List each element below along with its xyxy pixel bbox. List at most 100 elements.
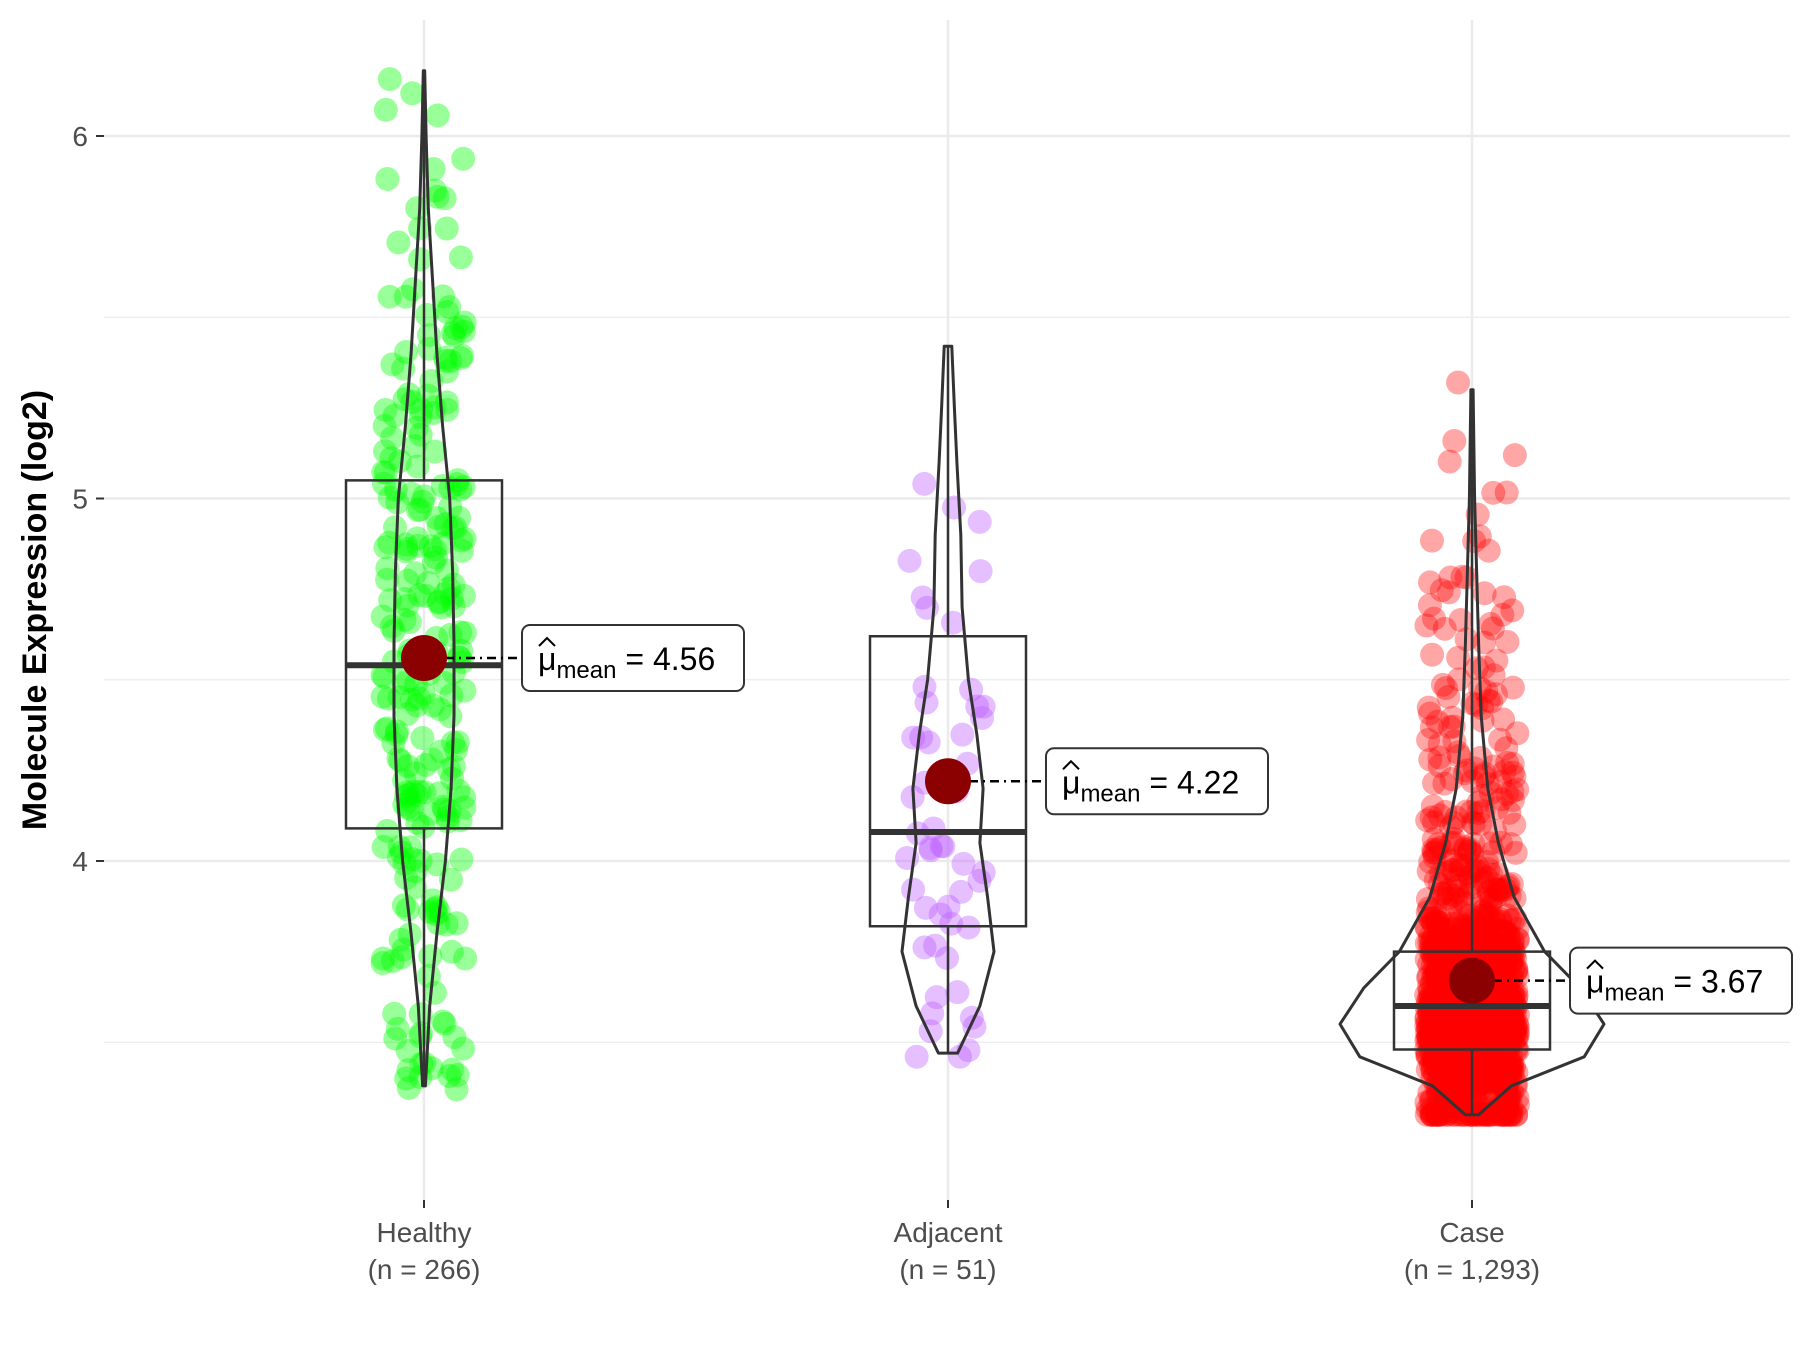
jitter-point [1441, 916, 1466, 941]
jitter-point [1438, 715, 1463, 740]
jitter-point [1455, 1026, 1480, 1051]
jitter-point [421, 550, 446, 575]
jitter-point [1427, 976, 1452, 1001]
jitter-point [1504, 956, 1529, 981]
jitter-point [1436, 1079, 1461, 1104]
jitter-point [1414, 947, 1439, 972]
jitter-point [1465, 1014, 1490, 1039]
jitter-point [1451, 924, 1476, 949]
jitter-point [1497, 1011, 1522, 1036]
jitter-point [397, 788, 422, 813]
jitter-point [409, 397, 434, 422]
jitter-point [1491, 950, 1516, 975]
jitter-point [413, 752, 438, 777]
jitter-point [394, 536, 419, 561]
jitter-point [1490, 602, 1515, 627]
jitter-point [1495, 1082, 1520, 1107]
jitter-point [1414, 1004, 1439, 1029]
jitter-point [1436, 684, 1461, 709]
jitter-point [1421, 911, 1446, 936]
jitter-point [373, 460, 398, 485]
jitter-point [1458, 1082, 1483, 1107]
jitter-point [1440, 1058, 1465, 1083]
jitter-point [1421, 1046, 1446, 1071]
jitter-point [1436, 1027, 1461, 1052]
jitter-point [1472, 1101, 1497, 1126]
jitter-point [1497, 1102, 1522, 1127]
jitter-point [1418, 906, 1443, 931]
jitter-point [1415, 1026, 1440, 1051]
jitter-point [1432, 942, 1457, 967]
jitter-point [1447, 1007, 1472, 1032]
jitter-point [1452, 1069, 1477, 1094]
jitter-point [397, 610, 422, 635]
jitter-point [448, 808, 473, 833]
jitter-point [1470, 1055, 1495, 1080]
jitter-point [1484, 1036, 1509, 1061]
jitter-point [373, 97, 398, 122]
jitter-point [1481, 1051, 1506, 1076]
jitter-point [1445, 1052, 1470, 1077]
jitter-point [1445, 1028, 1470, 1053]
jitter-point [1456, 1058, 1481, 1083]
jitter-point [1433, 1019, 1458, 1044]
jitter-point [404, 693, 429, 718]
jitter-point [1493, 920, 1518, 945]
jitter-point [1431, 1014, 1456, 1039]
jitter-point [1464, 1075, 1489, 1100]
jitter-point [1449, 1102, 1474, 1127]
jitter-point [399, 797, 424, 822]
jitter-point [1483, 1082, 1508, 1107]
jitter-point [1488, 1028, 1513, 1053]
jitter-point [1427, 1006, 1452, 1031]
jitter-point [941, 495, 966, 520]
box [1392, 950, 1552, 1051]
jitter-point [452, 678, 477, 703]
jitter-point [442, 1025, 467, 1050]
jitter-point [1494, 947, 1519, 972]
jitter-point [402, 434, 427, 459]
jitter-point [427, 589, 452, 614]
jitter-point [1500, 760, 1525, 785]
jitter-point [1429, 1102, 1454, 1127]
jitter-point [967, 509, 992, 534]
group-case: μmean = 3.67 [1338, 370, 1793, 1127]
jitter-point [1500, 1055, 1525, 1080]
jitter-point [1483, 1050, 1508, 1075]
jitter-point [1469, 1055, 1494, 1080]
jitter-point [1448, 852, 1473, 877]
jitter-point [1490, 979, 1515, 1004]
jitter-point [1444, 1025, 1469, 1050]
jitter-point [380, 949, 405, 974]
jitter-point [1446, 1005, 1471, 1030]
jitter-point [1498, 1062, 1523, 1087]
jitter-point [1418, 924, 1443, 949]
jitter-point [1488, 1069, 1513, 1094]
jitter-point [1470, 1052, 1495, 1077]
jitter-point [1473, 1059, 1498, 1084]
jitter-point [1488, 943, 1513, 968]
jitter-point [1448, 1067, 1473, 1092]
jitter-point [1504, 958, 1529, 983]
jitter-point [1428, 1023, 1453, 1048]
jitter-point [1434, 1094, 1459, 1119]
jitter-point [395, 568, 420, 593]
jitter-point [1448, 899, 1473, 924]
jitter-point [1499, 966, 1524, 991]
jitter-point [436, 576, 461, 601]
jitter-point [1497, 1102, 1522, 1127]
jitter-point [1422, 771, 1447, 796]
jitter-point [386, 746, 411, 771]
jitter-point [1421, 606, 1446, 631]
jitter-point [1498, 941, 1523, 966]
jitter-point [408, 404, 433, 429]
jitter-point [1487, 1051, 1512, 1076]
jitter-point [1414, 931, 1439, 956]
jitter-point [1440, 1098, 1465, 1123]
jitter-point [1496, 936, 1521, 961]
jitter-point [1471, 799, 1496, 824]
jitter-point [901, 877, 926, 902]
jitter-point [1439, 1034, 1464, 1059]
jitter-point [387, 449, 412, 474]
box [344, 479, 504, 830]
